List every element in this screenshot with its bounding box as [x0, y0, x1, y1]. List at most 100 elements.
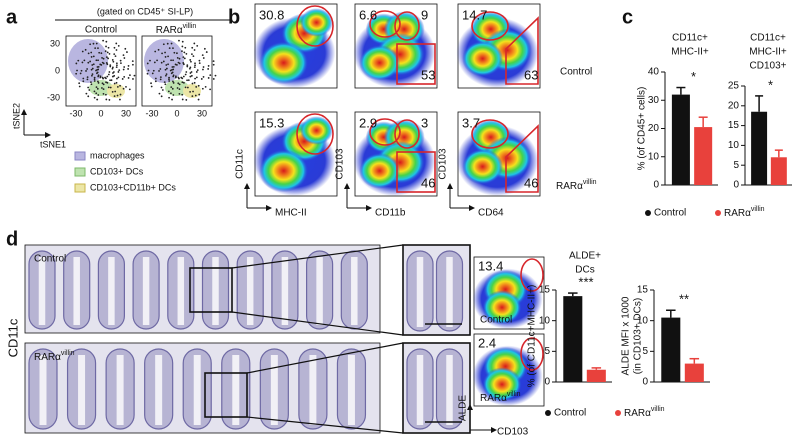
- cell-dot: [92, 55, 95, 58]
- cell-dot: [105, 98, 108, 101]
- legend-label: CD103+CD11b+ DCs: [90, 182, 176, 192]
- x-tick-label: -30: [145, 108, 158, 118]
- cell-dot: [154, 77, 157, 80]
- y-tick-label: -30: [47, 92, 60, 102]
- cell-dot: [154, 50, 157, 53]
- cell-dot: [150, 82, 152, 85]
- cell-dot: [185, 71, 188, 73]
- cell-dot: [123, 76, 126, 78]
- legend-dot: [645, 210, 651, 216]
- cell-dot: [172, 68, 175, 71]
- cell-dot: [131, 63, 134, 66]
- y-tick-label: 15: [637, 285, 649, 296]
- cell-dot: [107, 57, 110, 60]
- cell-dot: [177, 82, 180, 85]
- cell-dot: [209, 74, 212, 77]
- cell-dot: [198, 59, 201, 62]
- cell-dot: [126, 51, 128, 53]
- cell-dot: [89, 43, 92, 46]
- gate-value: 46: [421, 175, 435, 190]
- cell-dot: [154, 80, 157, 83]
- cell-dot: [168, 80, 171, 82]
- cell-dot: [76, 69, 78, 72]
- cell-dot: [165, 64, 168, 66]
- cell-dot: [89, 60, 92, 63]
- group-label: RARαvillin: [156, 23, 197, 35]
- y-tick-label: 10: [728, 140, 740, 151]
- y-tick-label: 30: [648, 95, 660, 106]
- cell-dot: [86, 68, 89, 70]
- cell-dot: [91, 73, 94, 76]
- cell-dot: [159, 78, 162, 81]
- image-label: RARαvillin: [34, 350, 75, 362]
- cell-dot: [122, 54, 125, 57]
- y-tick-label: 5: [642, 346, 648, 357]
- chart-title: MHC-II+: [749, 47, 787, 58]
- cell-dot: [96, 71, 99, 74]
- panel-label: c: [622, 6, 633, 28]
- cell-dot: [193, 42, 196, 45]
- cell-dot: [115, 42, 118, 45]
- cell-dot: [207, 68, 210, 70]
- cell-dot: [127, 77, 130, 79]
- zoom-line: [231, 244, 404, 269]
- cell-dot: [100, 52, 103, 55]
- cell-dot: [97, 68, 100, 71]
- cell-dot: [194, 77, 197, 80]
- cell-dot: [196, 44, 199, 47]
- cell-dot: [102, 57, 105, 60]
- cell-dot: [119, 84, 121, 87]
- cell-dot: [201, 54, 204, 57]
- y-tick-label: 0: [653, 180, 659, 191]
- gate: [394, 11, 420, 41]
- cell-dot: [158, 70, 160, 72]
- cell-dot: [181, 40, 184, 43]
- cell-dot: [97, 65, 100, 68]
- cell-dot: [183, 81, 185, 84]
- cell-dot: [178, 57, 181, 60]
- cell-dot: [188, 67, 191, 70]
- cell-dot: [127, 65, 130, 67]
- cell-dot: [172, 94, 175, 96]
- cell-dot: [202, 66, 205, 68]
- significance: *: [768, 77, 773, 92]
- y-tick-label: 20: [728, 100, 740, 111]
- cell-dot: [109, 86, 112, 89]
- cell-dot: [107, 86, 110, 89]
- row-label: RARαvillin: [556, 179, 597, 191]
- cell-dot: [172, 47, 174, 50]
- y-tick-label: 10: [637, 315, 649, 326]
- cell-dot: [116, 64, 118, 67]
- cell-dot: [151, 72, 154, 75]
- cell-dot: [87, 52, 90, 55]
- axis-label: CD103: [438, 148, 449, 180]
- cell-dot: [203, 47, 206, 50]
- legend-swatch: [74, 167, 86, 177]
- text-sup: villin: [507, 391, 521, 398]
- cell-dot: [111, 66, 114, 69]
- legend-label: CD103+ DCs: [90, 166, 144, 176]
- axis-label: ALDE: [458, 395, 469, 421]
- y-tick-label: 0: [733, 180, 739, 191]
- cell-dot: [174, 75, 177, 78]
- cell-dot: [202, 57, 205, 59]
- cell-dot: [78, 85, 81, 88]
- gate: [369, 10, 401, 38]
- cell-dot: [157, 48, 160, 51]
- cell-dot: [182, 56, 185, 59]
- gate: [296, 5, 334, 47]
- text-sup: villin: [751, 206, 765, 213]
- cell-dot: [181, 81, 184, 84]
- cell-dot: [84, 48, 87, 51]
- legend-label: Control: [554, 408, 586, 419]
- cell-dot: [167, 55, 169, 58]
- text-sup: villin: [651, 406, 665, 413]
- cell-dot: [93, 80, 96, 82]
- cell-dot: [163, 81, 166, 84]
- cell-dot: [164, 56, 167, 58]
- cell-dot: [158, 92, 161, 95]
- error-bar: [698, 116, 708, 128]
- cell-dot: [197, 98, 200, 101]
- error-bar: [774, 149, 783, 158]
- cell-dot: [106, 81, 109, 84]
